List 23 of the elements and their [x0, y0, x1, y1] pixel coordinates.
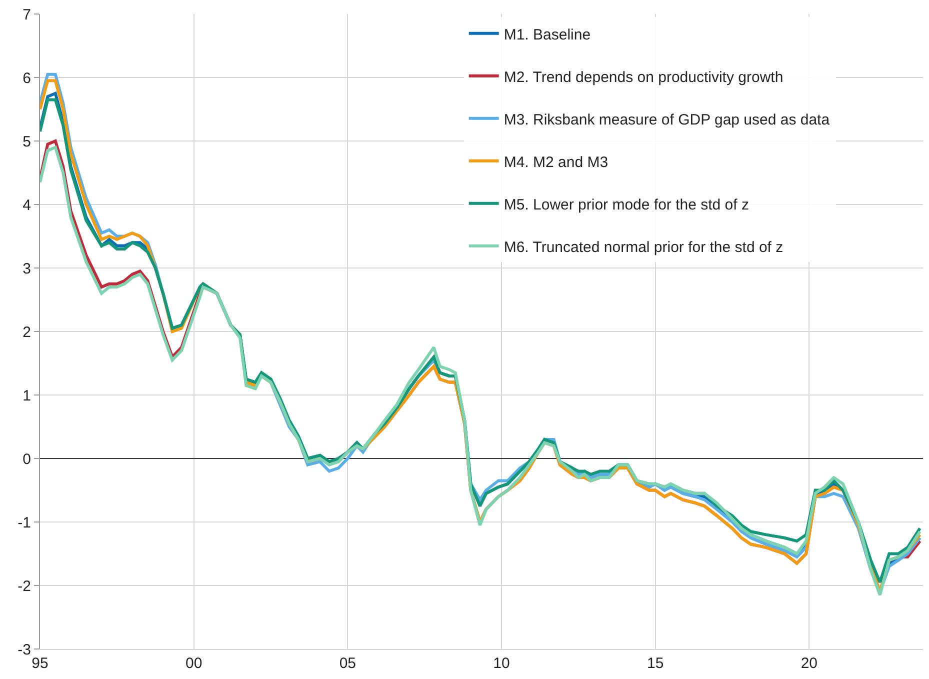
legend-label: M6. Truncated normal prior for the std of z — [504, 238, 784, 256]
y-tick-label: 0 — [22, 450, 31, 468]
legend-label: M4. M2 and M3 — [504, 154, 608, 171]
y-tick-label: 2 — [22, 324, 31, 341]
x-tick-label: 10 — [493, 655, 510, 672]
legend-label: M2. Trend depends on productivity growth — [504, 68, 784, 86]
y-tick-label: 5 — [22, 133, 31, 150]
x-tick-label: 15 — [646, 655, 664, 672]
x-tick-label: 05 — [339, 655, 356, 672]
legend-label: M3. Riksbank measure of GDP gap used as data — [504, 111, 830, 128]
y-tick-label: 3 — [22, 260, 31, 278]
y-tick-label: 1 — [22, 387, 31, 404]
y-tick-label: 6 — [22, 70, 31, 87]
y-tick-label: -1 — [18, 514, 31, 532]
x-tick-label: 00 — [185, 655, 202, 672]
legend-label: M1. Baseline — [504, 26, 591, 44]
x-tick-label: 20 — [800, 655, 818, 672]
y-tick-label: 4 — [22, 196, 31, 214]
legend-label: M5. Lower prior mode for the std of z — [504, 196, 749, 214]
y-tick-label: -2 — [18, 578, 31, 595]
x-tick-label: 95 — [32, 655, 48, 672]
y-tick-label: 7 — [22, 6, 31, 24]
y-tick-label: -3 — [18, 641, 31, 658]
